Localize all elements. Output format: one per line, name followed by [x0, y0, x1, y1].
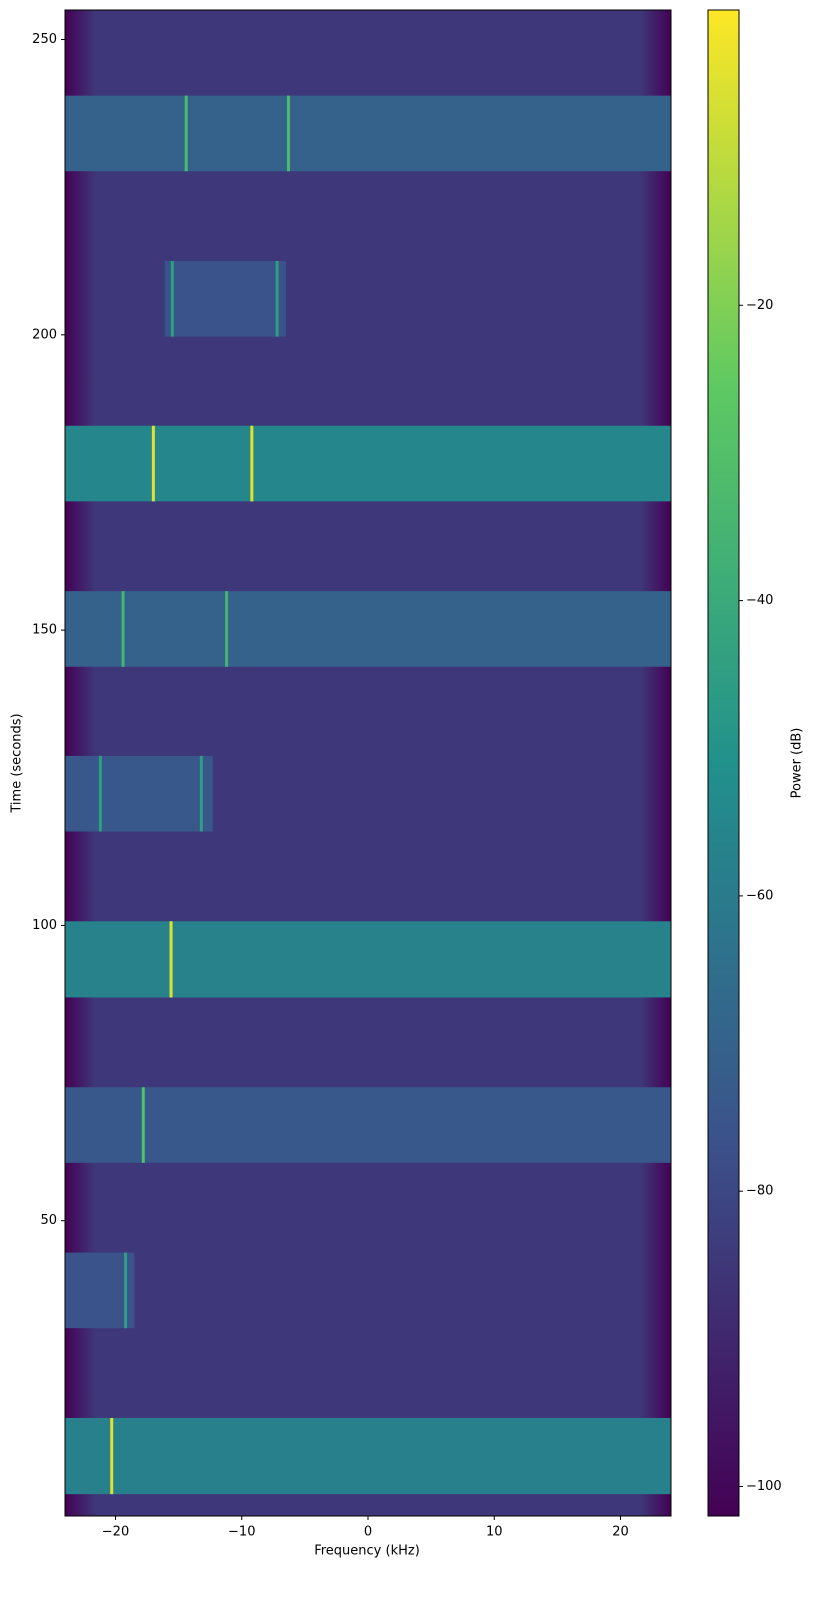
burst: [65, 591, 671, 667]
y-tick-label: 250: [32, 32, 57, 47]
x-tick-label: −20: [102, 1525, 129, 1540]
colorbar-tick-label: −60: [746, 888, 773, 903]
colorbar-tick-label: −20: [746, 298, 773, 313]
colorbar: [707, 9, 740, 1517]
burst: [65, 425, 671, 502]
x-tick-label: 10: [486, 1525, 503, 1540]
burst: [65, 1252, 135, 1329]
x-tick-label: 0: [364, 1525, 372, 1540]
burst: [65, 755, 213, 832]
burst: [65, 1417, 671, 1495]
colorbar-tick-label: −100: [746, 1479, 782, 1494]
colorbar-label: Power (dB): [790, 728, 805, 799]
burst: [65, 95, 671, 172]
y-tick-label: 150: [32, 623, 57, 638]
y-axis-label: Time (seconds): [10, 713, 25, 813]
x-axis-label: Frequency (kHz): [314, 1544, 420, 1559]
burst: [164, 261, 286, 337]
y-tick-label: 200: [32, 327, 57, 342]
y-tick-label: 100: [32, 918, 57, 933]
burst: [65, 1087, 671, 1163]
colorbar-tick-label: −40: [746, 593, 773, 608]
x-tick-label: 20: [612, 1525, 629, 1540]
colorbar-tick-label: −80: [746, 1184, 773, 1199]
x-tick-label: −10: [228, 1525, 255, 1540]
y-tick-label: 50: [40, 1213, 57, 1228]
burst: [65, 921, 671, 998]
